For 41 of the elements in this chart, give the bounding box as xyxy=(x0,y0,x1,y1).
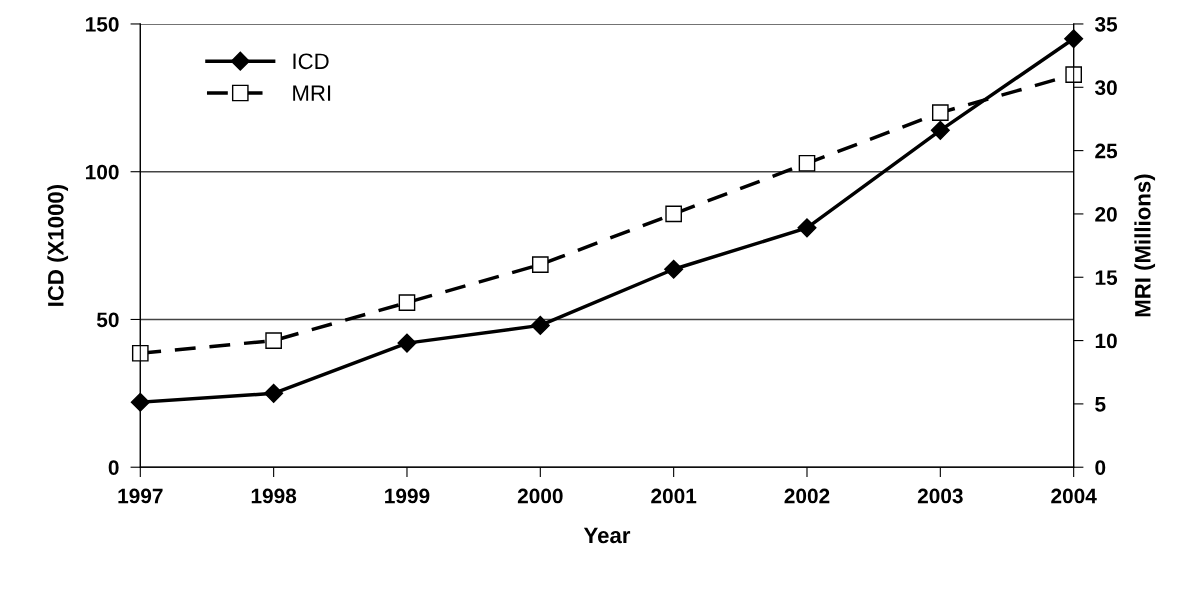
point xyxy=(265,332,282,349)
y-tick-label: 50 xyxy=(96,312,119,328)
point xyxy=(530,315,550,335)
x-tick-label: 2003 xyxy=(917,488,963,504)
x-tick-label: 1997 xyxy=(118,488,163,504)
point xyxy=(665,205,682,223)
y2-tick-label: 25 xyxy=(1095,143,1118,159)
y-tick-label: 150 xyxy=(86,16,119,32)
y2-tick-label: 0 xyxy=(1095,460,1106,475)
x-tick-label: 1998 xyxy=(251,488,297,504)
point xyxy=(130,392,150,412)
y2-tick-label: 15 xyxy=(1095,270,1118,286)
y2-tick-label: 20 xyxy=(1095,206,1117,222)
x-tick-label: 2004 xyxy=(1051,488,1097,504)
point xyxy=(1064,29,1084,49)
y-tick-label: 0 xyxy=(108,460,119,475)
x-tick-label: 1999 xyxy=(385,488,430,504)
point xyxy=(664,259,684,279)
y2-tick-label: 30 xyxy=(1094,80,1117,96)
point xyxy=(798,154,816,172)
legend-label: ICD xyxy=(293,53,329,70)
x-tick-label: 2000 xyxy=(517,488,563,504)
point xyxy=(931,104,949,121)
point xyxy=(264,383,284,403)
point xyxy=(397,333,417,353)
x-axis-title: Year xyxy=(583,527,631,544)
y2-tick-label: 35 xyxy=(1094,16,1118,32)
legend-label: MRI xyxy=(293,85,331,101)
point xyxy=(131,344,149,362)
y2-axis-title: MRI (Millions) xyxy=(1134,174,1156,317)
x-tick-label: 2002 xyxy=(784,488,830,504)
y-axis-title: ICD (X1000) xyxy=(47,184,69,306)
y2-tick-label: 10 xyxy=(1095,333,1117,349)
y-tick-label: 100 xyxy=(86,164,119,180)
point xyxy=(930,120,950,140)
point xyxy=(797,218,817,238)
x-tick-label: 2001 xyxy=(651,488,697,504)
point xyxy=(1065,66,1083,83)
point xyxy=(531,256,549,273)
y2-tick-label: 5 xyxy=(1095,397,1106,412)
point xyxy=(398,294,416,311)
